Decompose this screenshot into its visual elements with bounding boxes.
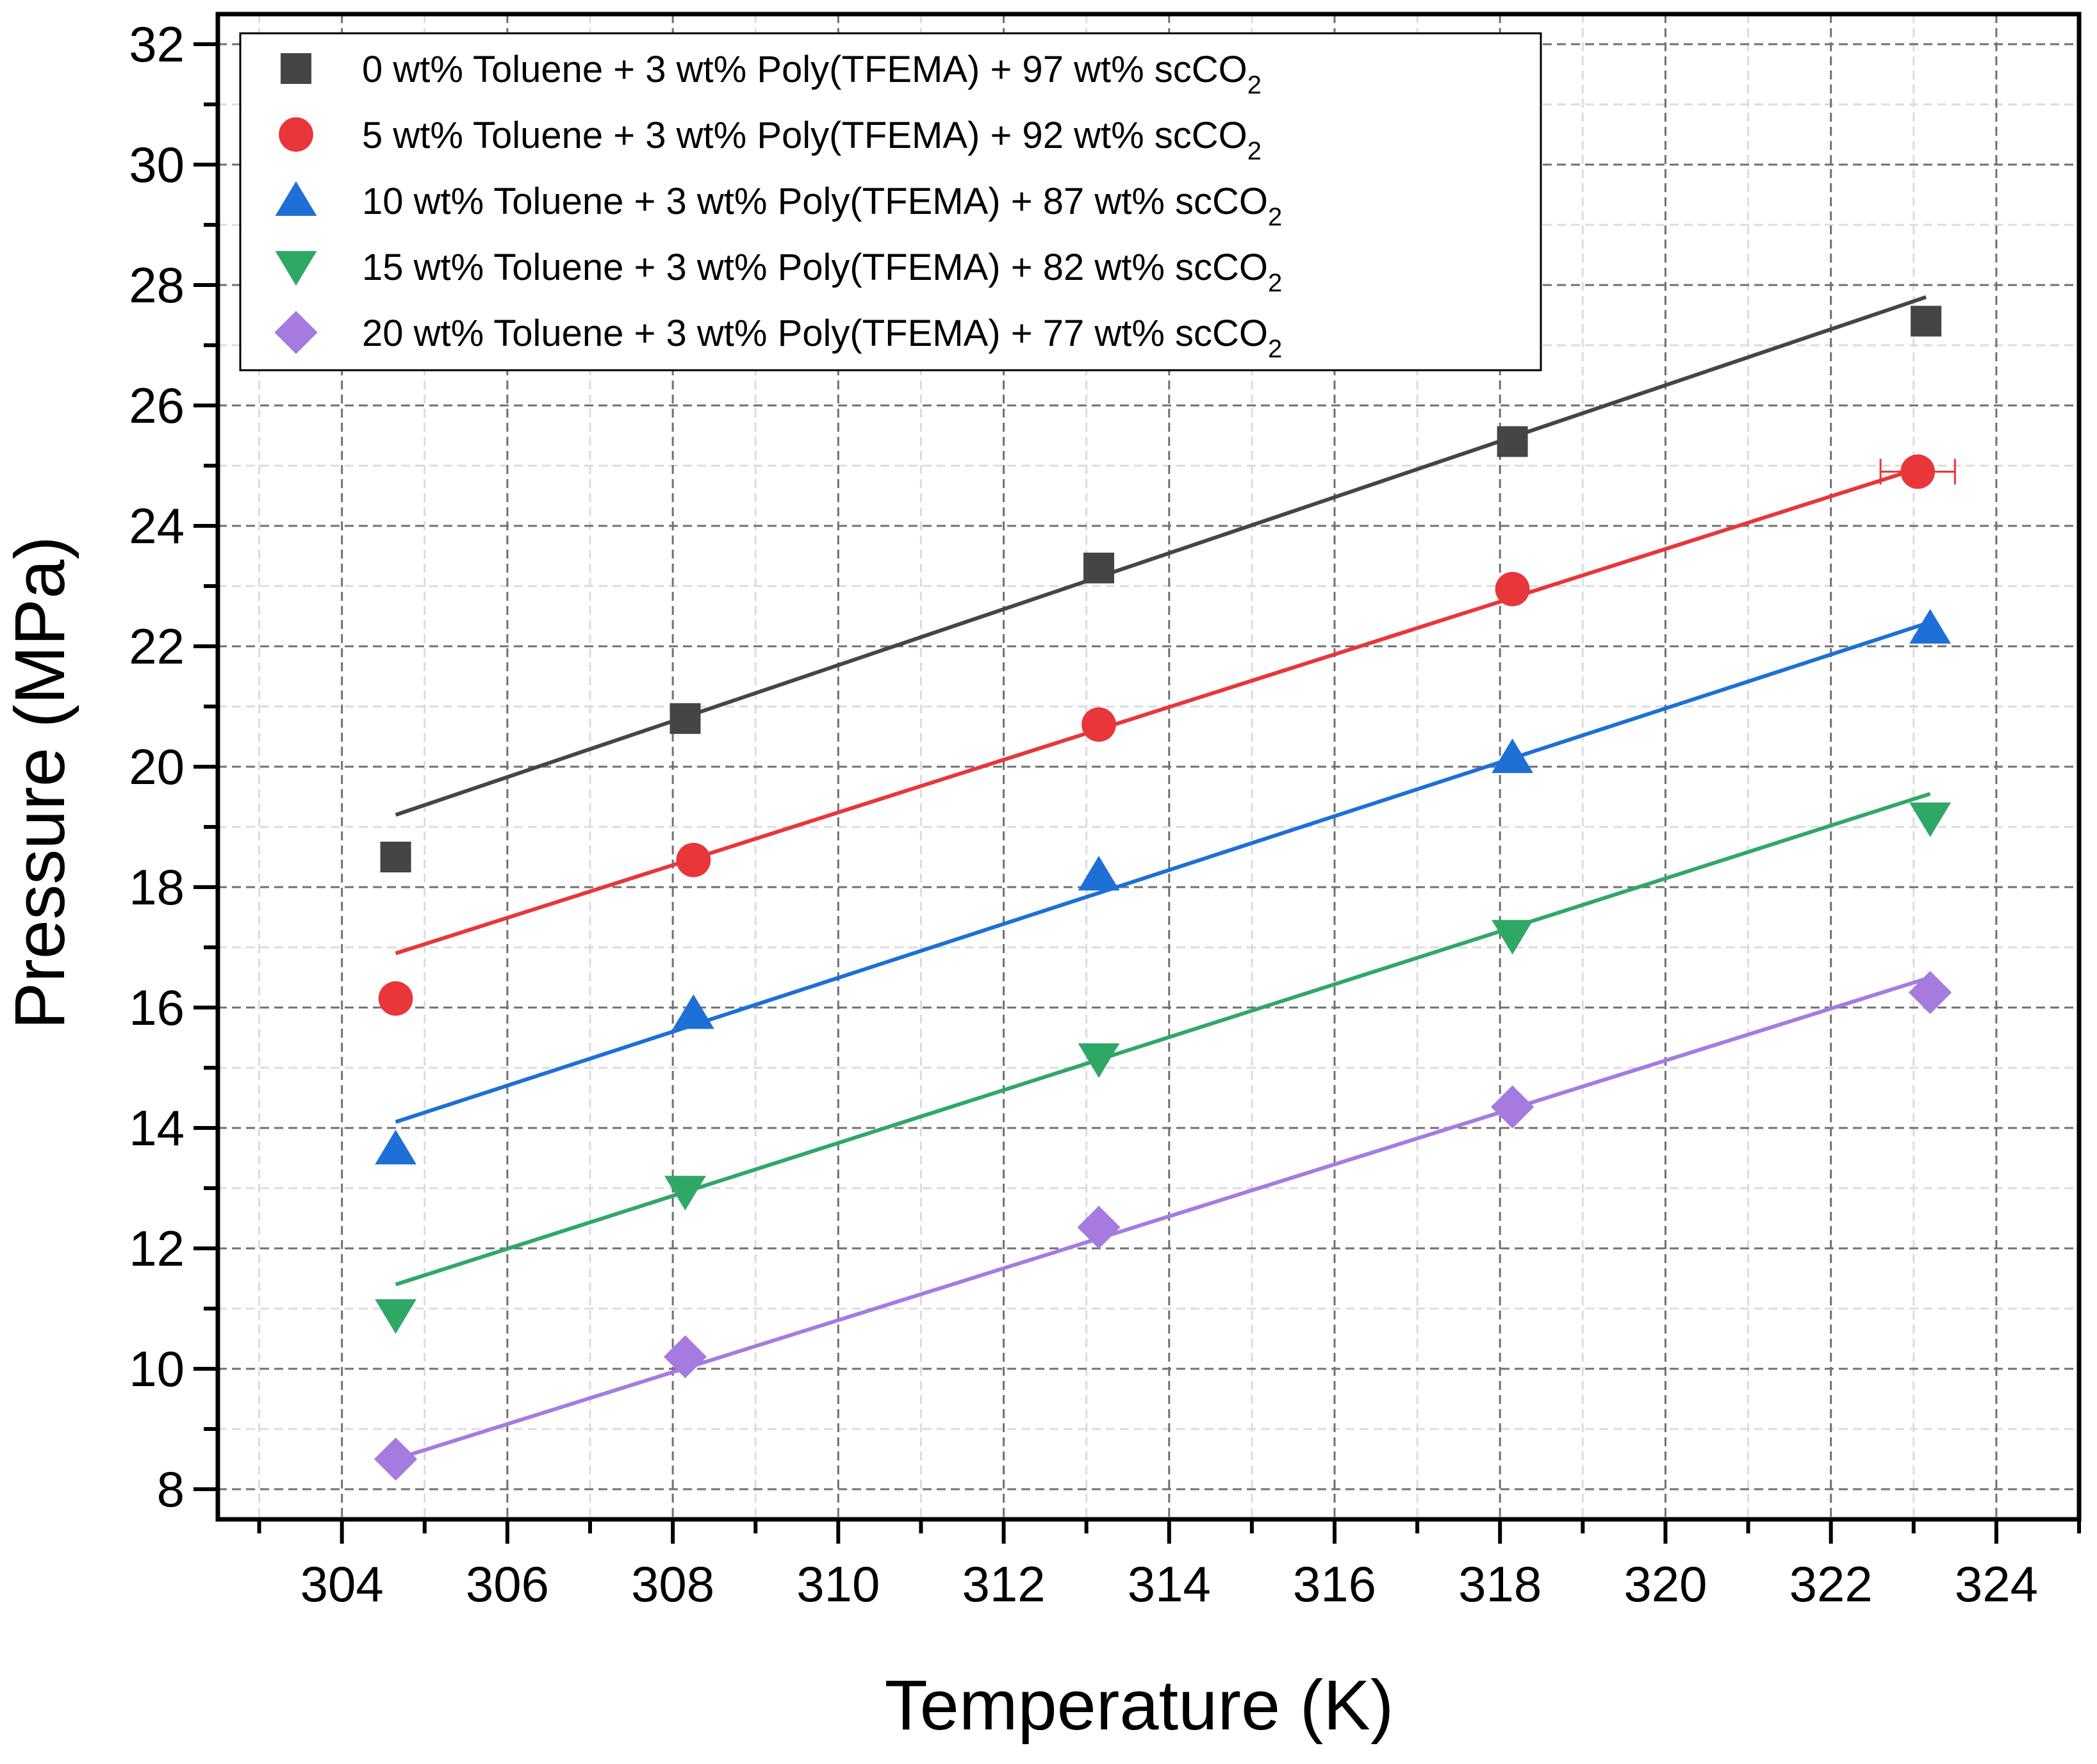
y-tick-label: 8 xyxy=(157,1461,185,1517)
data-point-triangle-down xyxy=(375,1299,416,1334)
y-tick-label: 32 xyxy=(129,16,185,72)
legend-marker-square xyxy=(281,53,311,84)
data-point-triangle-up xyxy=(672,994,714,1029)
legend: 0 wt% Toluene + 3 wt% Poly(TFEMA) + 97 w… xyxy=(239,32,1542,372)
x-tick-label: 314 xyxy=(1128,1556,1211,1612)
legend-label: 5 wt% Toluene + 3 wt% Poly(TFEMA) + 92 w… xyxy=(362,115,1262,165)
fit-line-diamond xyxy=(395,976,1931,1461)
legend-marker-triangle-down xyxy=(275,251,317,286)
data-point-triangle-down xyxy=(664,1175,706,1211)
y-tick-label: 24 xyxy=(129,498,185,554)
y-tick-label: 26 xyxy=(129,377,185,434)
legend-label: 20 wt% Toluene + 3 wt% Poly(TFEMA) + 77 … xyxy=(362,313,1282,363)
x-tick-label: 322 xyxy=(1789,1556,1873,1612)
data-point-triangle-up xyxy=(375,1129,416,1164)
x-tick-label: 304 xyxy=(300,1556,384,1612)
x-tick-label: 312 xyxy=(962,1556,1045,1612)
data-point-diamond xyxy=(1490,1085,1534,1129)
x-tick-label: 324 xyxy=(1955,1556,2038,1612)
data-point-diamond xyxy=(1909,970,1952,1015)
data-point-circle xyxy=(1081,707,1116,742)
legend-marker-diamond xyxy=(274,311,318,354)
y-tick-label: 28 xyxy=(129,257,185,313)
data-point-circle xyxy=(378,981,413,1016)
x-tick-label: 320 xyxy=(1624,1556,1707,1612)
data-points xyxy=(374,306,1952,1481)
legend-label: 10 wt% Toluene + 3 wt% Poly(TFEMA) + 87 … xyxy=(362,181,1282,231)
x-tick-label: 318 xyxy=(1458,1556,1542,1612)
data-point-triangle-down xyxy=(1492,920,1533,955)
legend-label: 15 wt% Toluene + 3 wt% Poly(TFEMA) + 82 … xyxy=(362,247,1282,297)
legend-label: 0 wt% Toluene + 3 wt% Poly(TFEMA) + 97 w… xyxy=(362,49,1262,99)
data-point-circle xyxy=(1495,571,1530,607)
x-tick-label: 306 xyxy=(466,1556,549,1612)
y-axis-title: Pressure (MPa) xyxy=(1,536,79,1029)
data-point-square xyxy=(380,842,411,872)
y-tick-label: 16 xyxy=(129,979,185,1036)
data-point-square xyxy=(1911,306,1942,337)
data-point-triangle-down xyxy=(1909,802,1951,837)
y-tick-label: 10 xyxy=(129,1341,185,1397)
grid-lines xyxy=(218,14,2080,1519)
tick-labels: 304 306 308 310 312 314 316 318 320 322 324 8 10 12 14… xyxy=(129,16,2038,1612)
y-tick-label: 20 xyxy=(129,739,185,795)
legend-marker-circle xyxy=(279,117,313,152)
fit-line-triangle-up xyxy=(395,620,1931,1124)
x-tick-label: 316 xyxy=(1293,1556,1376,1612)
fit-lines xyxy=(395,295,1931,1461)
data-point-circle xyxy=(1900,454,1936,489)
data-point-triangle-down xyxy=(1078,1043,1120,1078)
x-axis-title: Temperature (K) xyxy=(885,1666,1394,1745)
data-point-diamond xyxy=(1077,1205,1121,1249)
axis-ticks xyxy=(193,42,2081,1544)
x-tick-label: 310 xyxy=(796,1556,880,1612)
legend-box xyxy=(239,32,1542,372)
data-point-diamond xyxy=(663,1335,707,1378)
fit-line-triangle-down xyxy=(395,792,1931,1287)
data-point-square xyxy=(670,703,701,734)
data-point-square xyxy=(1497,426,1528,457)
y-tick-label: 14 xyxy=(129,1100,185,1156)
data-point-square xyxy=(1083,552,1115,584)
y-tick-label: 12 xyxy=(129,1220,185,1277)
legend-marker-triangle-up xyxy=(275,181,317,216)
fit-line-square xyxy=(395,295,1927,817)
y-tick-label: 18 xyxy=(129,859,185,915)
data-point-circle xyxy=(676,842,711,878)
data-point-triangle-up xyxy=(1078,856,1120,891)
data-point-diamond xyxy=(374,1437,418,1481)
fit-line-circle xyxy=(395,466,1919,956)
y-tick-label: 30 xyxy=(129,136,185,193)
y-tick-label: 22 xyxy=(129,618,185,674)
data-point-triangle-up xyxy=(1492,738,1533,773)
x-tick-label: 308 xyxy=(631,1556,714,1612)
data-point-triangle-up xyxy=(1909,608,1951,644)
